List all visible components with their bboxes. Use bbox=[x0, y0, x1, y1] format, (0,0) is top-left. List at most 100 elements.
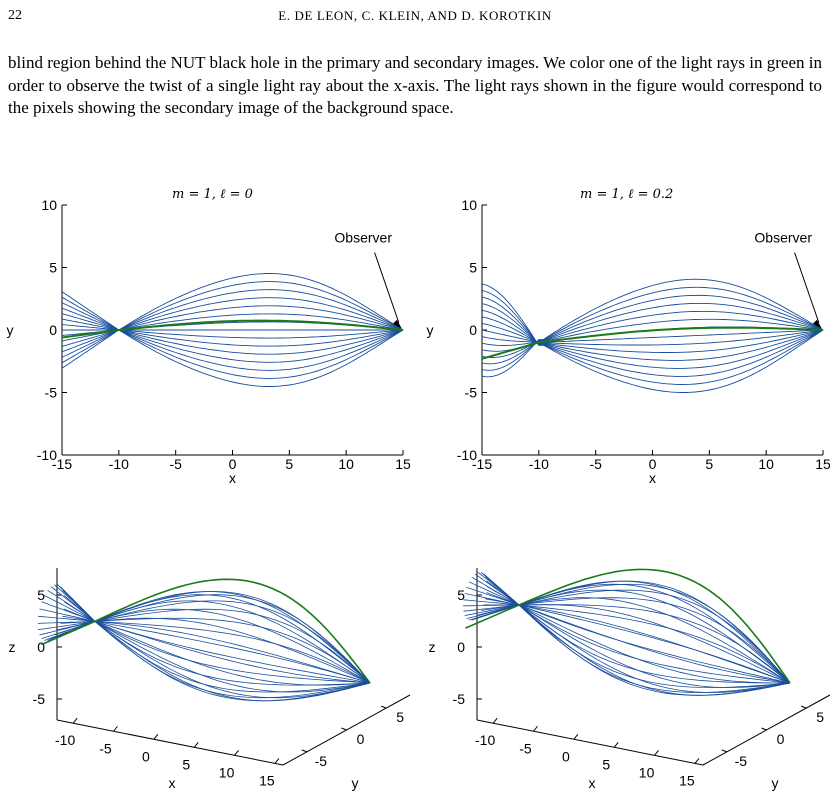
running-head: E. DE LEON, C. KLEIN, AND D. KOROTKIN bbox=[278, 8, 552, 23]
light-ray-3d bbox=[466, 587, 791, 684]
y-tick-label: 5 bbox=[469, 260, 477, 276]
light-ray-3d bbox=[464, 589, 791, 684]
highlighted-ray bbox=[481, 326, 824, 360]
x-tick-mark bbox=[694, 758, 700, 764]
light-ray bbox=[61, 302, 404, 371]
light-ray-3d bbox=[480, 597, 791, 684]
light-ray-3d bbox=[468, 581, 790, 684]
light-ray-3d bbox=[38, 615, 371, 684]
light-ray-3d bbox=[44, 595, 371, 686]
plot1-title: m = 1, ℓ = 0 bbox=[172, 187, 253, 202]
x-tick-mark bbox=[654, 750, 659, 756]
x-tick-mark bbox=[193, 742, 199, 748]
x-tick-label: 0 bbox=[649, 456, 657, 472]
ray-group-3d bbox=[37, 584, 371, 702]
light-ray-3d bbox=[474, 583, 791, 684]
light-ray-3d bbox=[486, 592, 791, 684]
light-ray-3d bbox=[54, 584, 371, 702]
y-tick-label: 0 bbox=[357, 731, 365, 747]
y-tick-label: 0 bbox=[777, 731, 785, 747]
light-ray-3d bbox=[38, 608, 371, 684]
light-ray bbox=[481, 322, 824, 346]
z-tick-label: 0 bbox=[37, 639, 45, 655]
x-tick-mark bbox=[533, 725, 538, 732]
light-ray bbox=[61, 307, 404, 363]
y-axis-label: y bbox=[772, 775, 779, 791]
y-tick-label: -10 bbox=[457, 447, 477, 463]
light-ray bbox=[61, 289, 404, 358]
light-ray bbox=[481, 303, 824, 369]
light-ray-3d bbox=[60, 617, 371, 684]
x-tick-label: -5 bbox=[169, 456, 182, 472]
x-tick-label: 10 bbox=[338, 456, 354, 472]
light-ray bbox=[481, 309, 824, 361]
y-tick-label: -5 bbox=[45, 385, 58, 401]
x-tick-label: 5 bbox=[285, 456, 293, 472]
light-ray bbox=[481, 278, 824, 378]
light-ray-3d bbox=[57, 584, 371, 702]
light-ray bbox=[61, 313, 404, 355]
x-tick-label: -10 bbox=[529, 456, 549, 472]
x-tick-label: -10 bbox=[109, 456, 129, 472]
body-paragraph: blind region behind the NUT black hole i… bbox=[8, 53, 822, 117]
light-ray bbox=[61, 281, 404, 364]
page-number: 22 bbox=[8, 8, 22, 23]
x-tick-label: -10 bbox=[55, 732, 75, 748]
x-tick-mark bbox=[113, 725, 118, 732]
light-ray-3d bbox=[464, 593, 791, 684]
x-axis-label: x bbox=[649, 470, 656, 486]
light-ray bbox=[481, 329, 824, 343]
ray-group-3d bbox=[463, 571, 791, 696]
z-tick-label: -5 bbox=[453, 691, 466, 707]
y-tick-label: -5 bbox=[735, 753, 748, 769]
y-tick-label: 10 bbox=[461, 197, 477, 213]
observer-arrow-line bbox=[374, 252, 400, 323]
x-tick-label: 5 bbox=[182, 756, 190, 772]
observer-arrow-head bbox=[392, 319, 402, 329]
y-axis-label: y bbox=[7, 322, 14, 338]
light-ray-3d bbox=[54, 600, 371, 684]
y-tick-mark bbox=[381, 705, 387, 709]
x-tick-label: -10 bbox=[475, 732, 495, 748]
x-tick-label: 15 bbox=[395, 456, 411, 472]
y-tick-label: 5 bbox=[396, 709, 404, 725]
light-ray-3d bbox=[50, 586, 371, 699]
observer-annotation: Observer bbox=[754, 230, 812, 246]
x-tick-label: -5 bbox=[589, 456, 602, 472]
light-ray bbox=[481, 302, 824, 358]
x-tick-label: 10 bbox=[219, 764, 235, 780]
y-axis-label: y bbox=[427, 322, 434, 338]
light-ray-3d bbox=[57, 608, 371, 684]
light-ray-3d bbox=[463, 604, 791, 684]
y-tick-mark bbox=[301, 749, 307, 753]
y-axis-label: y bbox=[352, 775, 359, 791]
y-tick-label: -5 bbox=[315, 753, 328, 769]
x-axis-line bbox=[476, 719, 704, 766]
light-ray bbox=[481, 318, 824, 346]
light-ray-3d bbox=[463, 597, 791, 684]
light-ray bbox=[61, 273, 404, 369]
x-tick-label: 10 bbox=[758, 456, 774, 472]
x-tick-label: 0 bbox=[142, 748, 150, 764]
light-ray bbox=[61, 313, 404, 342]
observer-annotation: Observer bbox=[334, 230, 392, 246]
highlighted-ray-3d bbox=[465, 568, 791, 684]
x-tick-label: 15 bbox=[259, 772, 275, 788]
y-tick-label: 0 bbox=[49, 322, 57, 338]
x-axis-line bbox=[56, 719, 284, 766]
x-axis-label: x bbox=[229, 470, 236, 486]
light-ray-3d bbox=[478, 589, 791, 684]
observer-arrow-line bbox=[794, 252, 820, 323]
ray-group bbox=[61, 273, 404, 387]
x-tick-label: -15 bbox=[472, 456, 492, 472]
y-tick-label: -10 bbox=[37, 447, 57, 463]
x-tick-mark bbox=[492, 717, 498, 724]
x-tick-label: 0 bbox=[562, 748, 570, 764]
ray-group bbox=[481, 278, 824, 393]
observer-arrow-head bbox=[812, 319, 822, 329]
x-tick-label: 5 bbox=[602, 756, 610, 772]
y-tick-label: 10 bbox=[41, 197, 57, 213]
light-ray bbox=[61, 318, 404, 347]
light-ray-3d bbox=[483, 604, 791, 684]
